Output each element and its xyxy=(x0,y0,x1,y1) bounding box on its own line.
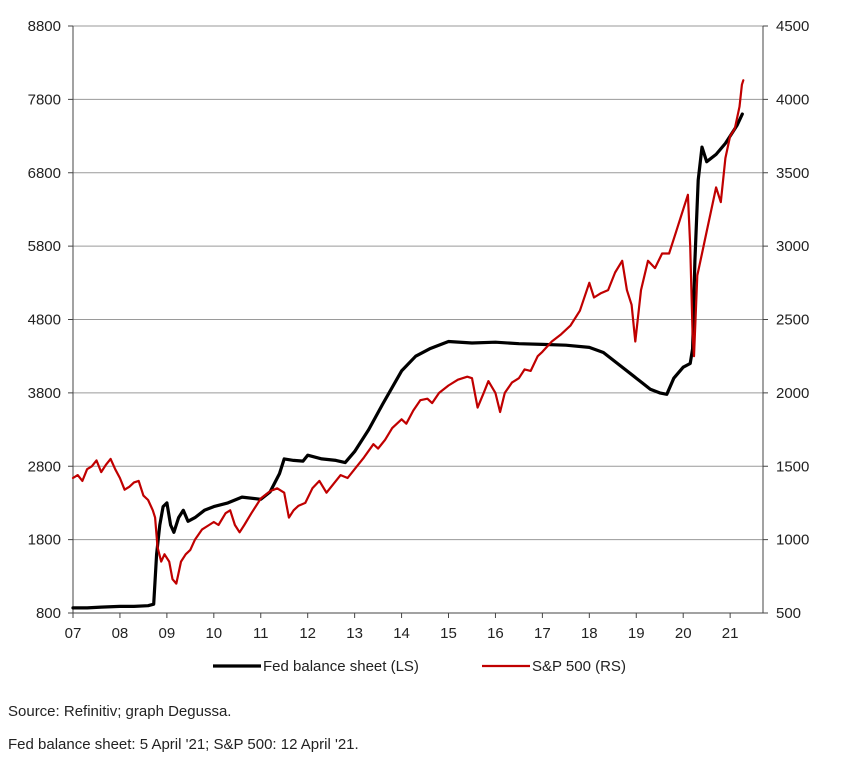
x-tick-label: 11 xyxy=(253,625,269,642)
x-tick-label: 12 xyxy=(299,625,316,642)
legend-label: S&P 500 (RS) xyxy=(532,658,626,675)
right-tick-label: 2500 xyxy=(776,312,809,329)
left-tick-label: 8800 xyxy=(28,18,61,35)
left-tick-label: 5800 xyxy=(28,238,61,255)
right-tick-label: 2000 xyxy=(776,385,809,402)
right-axis-ticks: 500 1000 1500 2000 2500 3000 3500 4000 4500 xyxy=(763,18,809,622)
left-tick-label: 2800 xyxy=(28,458,61,475)
right-tick-label: 4000 xyxy=(776,91,809,108)
x-tick-label: 14 xyxy=(393,625,410,642)
right-tick-label: 3000 xyxy=(776,238,809,255)
left-tick-label: 1800 xyxy=(28,532,61,549)
chart: 800 1800 2800 3800 4800 5800 6800 7800 8800 500 1… xyxy=(28,18,810,675)
x-tick-label: 07 xyxy=(65,625,82,642)
legend-sp500: S&P 500 (RS) xyxy=(482,658,626,675)
sp500-line xyxy=(71,79,745,585)
legend: Fed balance sheet (LS) S&P 500 (RS) xyxy=(213,658,626,675)
legend-label: Fed balance sheet (LS) xyxy=(263,658,419,675)
x-tick-label: 19 xyxy=(628,625,645,642)
left-tick-label: 3800 xyxy=(28,385,61,402)
x-tick-label: 15 xyxy=(440,625,457,642)
date-note: Fed balance sheet: 5 April '21; S&P 500:… xyxy=(8,736,359,753)
gridlines xyxy=(73,25,763,614)
legend-fed-balance-sheet: Fed balance sheet (LS) xyxy=(213,658,419,675)
right-tick-label: 1500 xyxy=(776,458,809,475)
x-tick-label: 17 xyxy=(534,625,551,642)
source-note: Source: Refinitiv; graph Degussa. xyxy=(8,703,232,720)
fed-balance-sheet-line xyxy=(71,112,744,610)
x-tick-label: 18 xyxy=(581,625,598,642)
x-axis-ticks: 07 08 09 10 11 12 13 14 15 16 17 18 19 20 21 xyxy=(65,613,739,642)
right-tick-label: 1000 xyxy=(776,532,809,549)
series-layer xyxy=(71,79,745,610)
x-tick-label: 13 xyxy=(346,625,363,642)
left-axis-ticks: 800 1800 2800 3800 4800 5800 6800 7800 8800 xyxy=(28,18,73,622)
x-tick-label: 21 xyxy=(722,625,739,642)
left-tick-label: 6800 xyxy=(28,165,61,182)
left-tick-label: 7800 xyxy=(28,91,61,108)
x-tick-label: 10 xyxy=(205,625,222,642)
x-tick-label: 20 xyxy=(675,625,692,642)
right-tick-label: 500 xyxy=(776,605,801,622)
left-tick-label: 4800 xyxy=(28,312,61,329)
right-tick-label: 3500 xyxy=(776,165,809,182)
left-tick-label: 800 xyxy=(36,605,61,622)
x-tick-label: 16 xyxy=(487,625,504,642)
x-tick-label: 08 xyxy=(112,625,129,642)
x-tick-label: 09 xyxy=(159,625,176,642)
right-tick-label: 4500 xyxy=(776,18,809,35)
